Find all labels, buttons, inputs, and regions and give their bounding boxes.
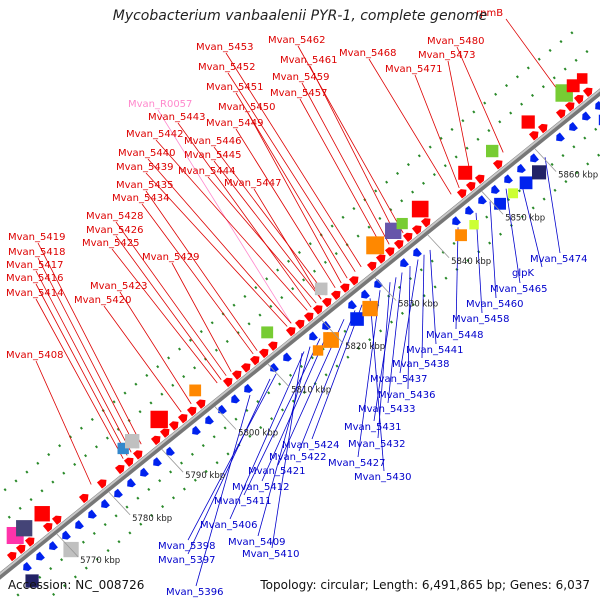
scale-tick-label: 5770 kbp — [80, 556, 120, 566]
gene-label-reverse[interactable]: Mvan_5432 — [348, 439, 405, 450]
gene-label-forward[interactable]: Mvan_5408 — [6, 350, 63, 361]
scale-ticks: 5770 kbp 5780 kbp 5790 kbp 5800 kbp 5810 kbp… — [56, 148, 598, 566]
gene-label-reverse[interactable]: Mvan_5438 — [392, 359, 449, 370]
gene-label-forward[interactable]: Mvan_5414 — [6, 288, 63, 299]
gene-label-forward[interactable]: Mvan_5435 — [116, 180, 173, 191]
gene-label-forward[interactable]: Mvan_5425 — [82, 238, 139, 249]
scale-tick-label: 5850 kbp — [505, 213, 545, 223]
scale-tick-label: 5860 kbp — [558, 171, 598, 181]
gene-label-forward[interactable]: Mvan_5459 — [272, 72, 329, 83]
gene-label-reverse[interactable]: Mvan_5436 — [378, 390, 435, 401]
gene-label-reverse[interactable]: Mvan_5410 — [242, 549, 299, 560]
gene-label-forward[interactable]: Mvan_5440 — [118, 148, 175, 159]
gene-label-reverse[interactable]: Mvan_5396 — [166, 587, 223, 598]
gene-label-forward[interactable]: Mvan_5447 — [224, 178, 281, 189]
gene-label-reverse[interactable]: Mvan_5424 — [282, 440, 339, 451]
gene-label-forward[interactable]: Mvan_5417 — [6, 260, 63, 271]
gene-label-forward[interactable]: Mvan_5428 — [86, 211, 143, 222]
gene-label-forward[interactable]: Mvan_5445 — [184, 150, 241, 161]
scale-tick-label: 5820 kbp — [345, 342, 385, 352]
gene-label-reverse[interactable]: Mvan_5398 — [158, 541, 215, 552]
gene-label-reverse[interactable]: Mvan_5431 — [344, 422, 401, 433]
scale-tick-label: 5830 kbp — [398, 300, 438, 310]
label-leader-lines — [35, 18, 567, 587]
gene-label-forward[interactable]: rpmB — [476, 8, 503, 19]
gene-label-forward[interactable]: Mvan_5452 — [198, 62, 255, 73]
genome-summary-text: Topology: circular; Length: 6,491,865 bp… — [260, 578, 590, 592]
gene-label-reverse[interactable]: Mvan_5474 — [530, 254, 587, 265]
scale-tick-label: 5790 kbp — [185, 471, 225, 481]
gene-label-forward[interactable]: Mvan_5451 — [206, 82, 263, 93]
scale-tick-label: 5810 kbp — [291, 386, 331, 396]
gene-label-reverse[interactable]: glpK — [512, 268, 534, 279]
map-title: Mycobacterium vanbaalenii PYR-1, complet… — [112, 8, 488, 24]
gene-label-reverse[interactable]: Mvan_5411 — [214, 496, 271, 507]
gene-label-forward[interactable]: Mvan_5429 — [142, 252, 199, 263]
gene-label-forward[interactable]: Mvan_5468 — [339, 48, 396, 59]
gene-label-forward[interactable]: Mvan_5462 — [268, 35, 325, 46]
gene-label-reverse[interactable]: Mvan_5441 — [406, 345, 463, 356]
gene-label-reverse[interactable]: Mvan_5458 — [452, 314, 509, 325]
scale-tick-label: 5800 kbp — [238, 428, 278, 438]
gene-label-forward[interactable]: Mvan_5426 — [86, 225, 143, 236]
gene-label-reverse[interactable]: Mvan_5409 — [228, 537, 285, 548]
gene-label-forward[interactable]: Mvan_5434 — [112, 193, 169, 204]
gene-label-reverse[interactable]: Mvan_5422 — [269, 452, 326, 463]
gene-label-forward[interactable]: Mvan_5457 — [270, 88, 327, 99]
gene-label-forward[interactable]: Mvan_5461 — [280, 55, 337, 66]
gene-label-forward[interactable]: Mvan_5449 — [206, 118, 263, 129]
gene-label-forward[interactable]: Mvan_5442 — [126, 129, 183, 140]
gene-label-reverse[interactable]: Mvan_5430 — [354, 472, 411, 483]
gene-label-forward[interactable]: Mvan_5453 — [196, 42, 253, 53]
gene-label-forward[interactable]: Mvan_5416 — [6, 273, 63, 284]
gene-label-forward[interactable]: Mvan_5450 — [218, 102, 275, 113]
gene-label-forward[interactable]: Mvan_5423 — [90, 281, 147, 292]
gene-label-reverse[interactable]: Mvan_5460 — [466, 299, 523, 310]
gene-label-forward[interactable]: Mvan_R0057 — [128, 99, 192, 110]
gene-label-reverse[interactable]: Mvan_5412 — [232, 482, 289, 493]
gene-label-forward[interactable]: Mvan_5443 — [148, 112, 205, 123]
gene-label-reverse[interactable]: Mvan_5433 — [358, 404, 415, 415]
gene-features — [6, 73, 600, 588]
gene-label-reverse[interactable]: Mvan_5465 — [490, 284, 547, 295]
gene-label-forward[interactable]: Mvan_5418 — [8, 247, 65, 258]
gene-label-reverse[interactable]: Mvan_5406 — [200, 520, 257, 531]
gene-label-forward[interactable]: Mvan_5419 — [8, 232, 65, 243]
gene-label-reverse[interactable]: Mvan_5437 — [370, 374, 427, 385]
gene-label-reverse[interactable]: Mvan_5448 — [426, 330, 483, 341]
gene-label-forward[interactable]: Mvan_5480 — [427, 36, 484, 47]
gene-label-reverse[interactable]: Mvan_5421 — [248, 466, 305, 477]
gene-label-reverse[interactable]: Mvan_5397 — [158, 555, 215, 566]
scale-tick-label: 5780 kbp — [132, 514, 172, 524]
gene-label-forward[interactable]: Mvan_5444 — [178, 166, 235, 177]
genome-backbone — [0, 88, 600, 580]
gene-labels: rpmB Mvan_5480 Mvan_5473 Mvan_5471 Mvan_5468… — [6, 8, 587, 598]
gene-label-forward[interactable]: Mvan_5473 — [418, 50, 475, 61]
scale-tick-label: 5840 kbp — [451, 257, 491, 267]
accession-text: Accession: NC_008726 — [8, 578, 145, 592]
gene-label-forward[interactable]: Mvan_5471 — [385, 64, 442, 75]
gene-label-forward[interactable]: Mvan_5420 — [74, 295, 131, 306]
gene-label-reverse[interactable]: Mvan_5427 — [328, 458, 385, 469]
gene-label-forward[interactable]: Mvan_5446 — [184, 136, 241, 147]
gene-label-forward[interactable]: Mvan_5439 — [116, 162, 173, 173]
